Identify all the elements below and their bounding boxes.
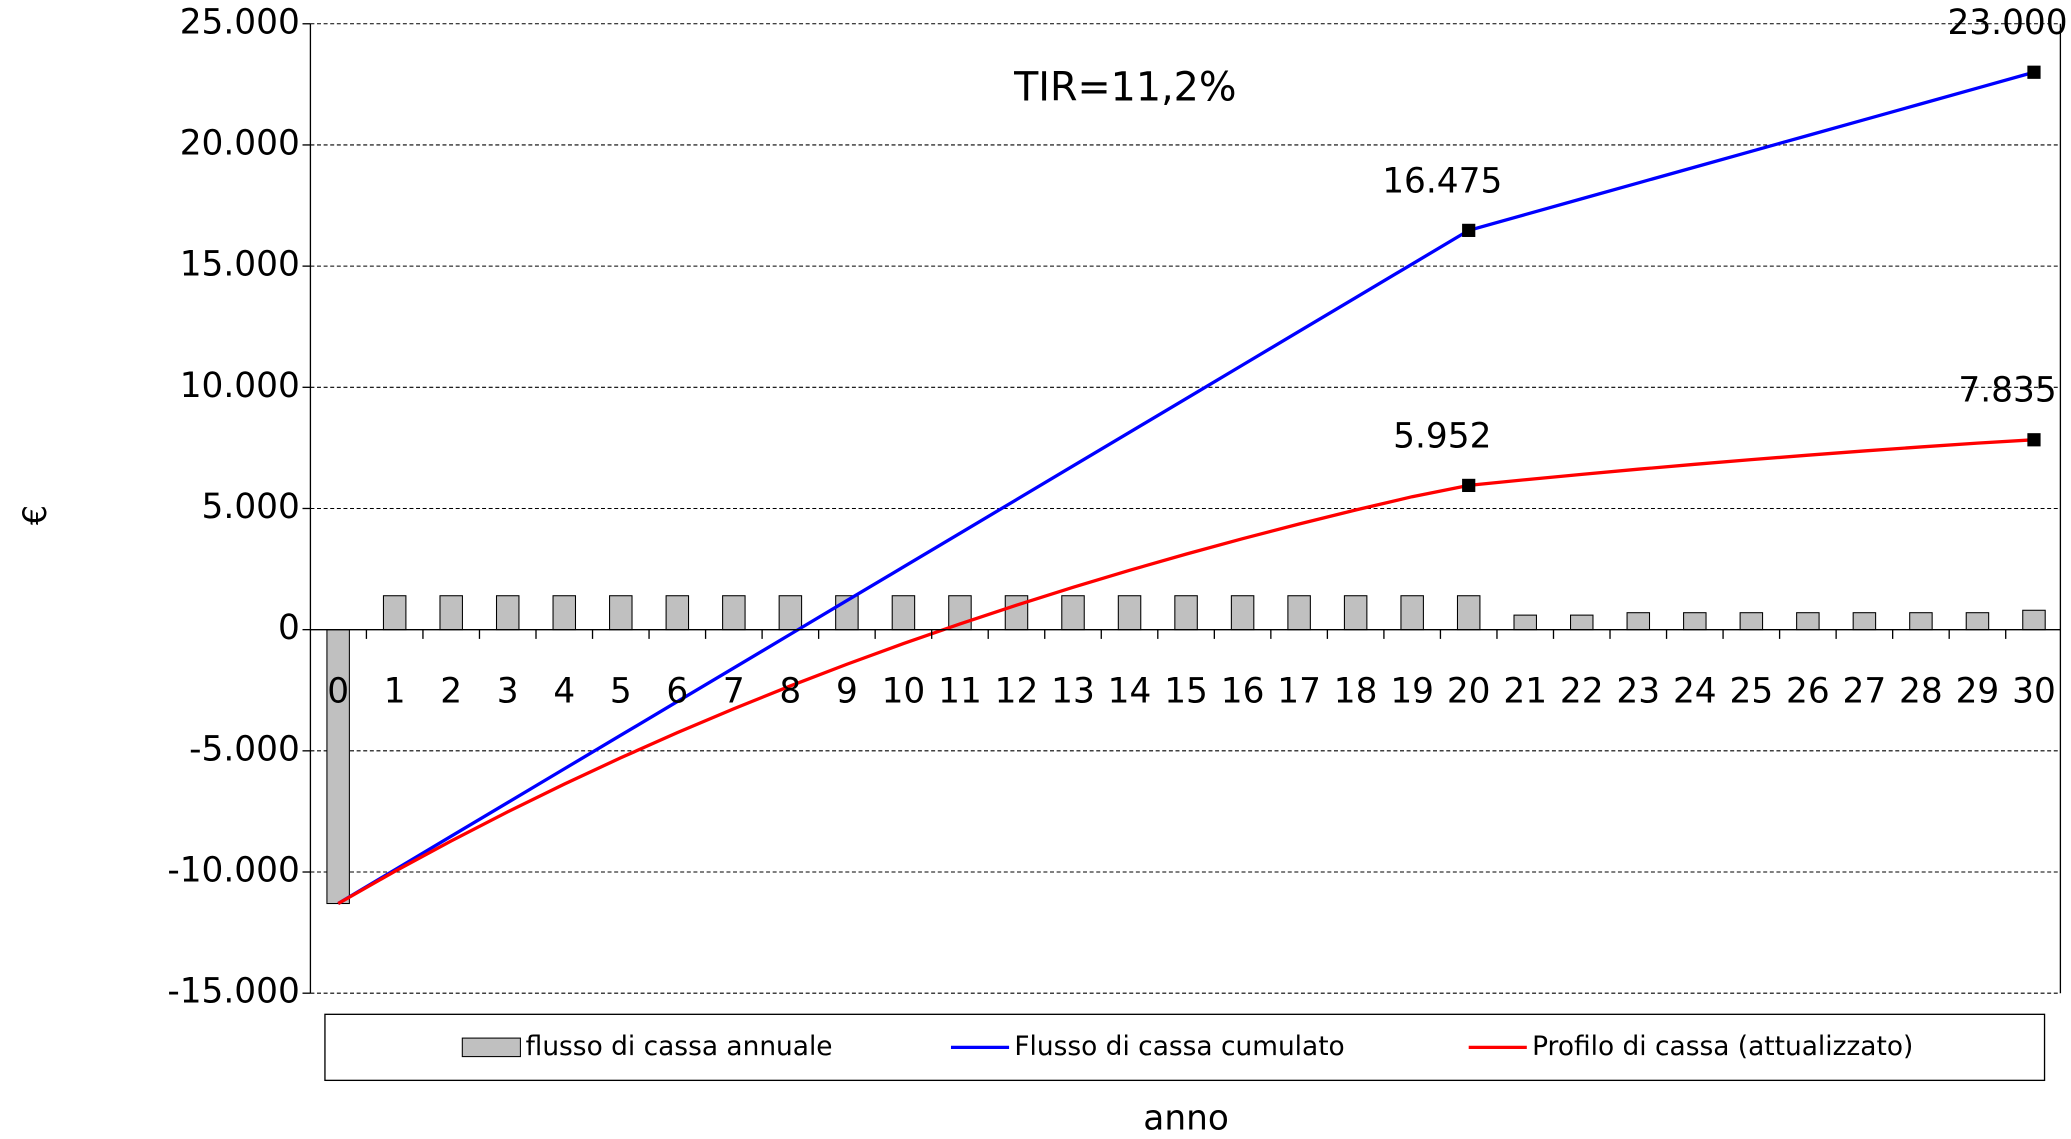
x-tick-label: 12 bbox=[995, 672, 1039, 712]
marker bbox=[2027, 433, 2041, 447]
bar bbox=[1230, 595, 1255, 631]
data-label: 5.952 bbox=[1393, 416, 1491, 456]
bar bbox=[1739, 612, 1764, 631]
x-tick-label: 13 bbox=[1051, 672, 1095, 712]
x-tick-label: 25 bbox=[1729, 672, 1773, 712]
x-tick-label: 26 bbox=[1786, 672, 1830, 712]
bar bbox=[1683, 612, 1707, 631]
x-tick-label: 3 bbox=[497, 672, 519, 712]
bar bbox=[495, 595, 520, 631]
marker bbox=[2027, 65, 2041, 79]
bar bbox=[1061, 595, 1085, 631]
marker bbox=[1462, 223, 1476, 237]
x-tick-label: 18 bbox=[1334, 672, 1378, 712]
annotation: TIR=11,2% bbox=[1013, 64, 1236, 110]
y-tick-label: 25.000 bbox=[180, 2, 300, 42]
marker bbox=[1462, 478, 1476, 493]
x-tick-label: 16 bbox=[1221, 672, 1265, 712]
x-tick-label: 5 bbox=[610, 672, 632, 712]
x-tick-label: 2 bbox=[440, 672, 462, 712]
x-tick-label: 28 bbox=[1899, 672, 1943, 712]
x-tick-label: 17 bbox=[1277, 672, 1321, 712]
x-tick-label: 9 bbox=[836, 672, 858, 712]
legend-swatch bbox=[461, 1037, 521, 1058]
x-tick-label: 6 bbox=[666, 672, 688, 712]
bar bbox=[1287, 595, 1311, 631]
bar bbox=[1400, 595, 1424, 631]
x-tick-label: 21 bbox=[1503, 672, 1547, 712]
bar bbox=[1796, 612, 1820, 631]
line bbox=[337, 438, 2035, 905]
y-tick-label: -10.000 bbox=[167, 851, 300, 891]
bar bbox=[552, 595, 577, 631]
x-tick-label: 22 bbox=[1560, 672, 1604, 712]
legend-label: flusso di cassa annuale bbox=[526, 1031, 833, 1062]
y-tick-label: -15.000 bbox=[167, 972, 300, 1012]
x-tick-label: 10 bbox=[882, 672, 926, 712]
bar bbox=[1343, 595, 1368, 631]
y-axis-label: € bbox=[18, 505, 54, 525]
y-tick-label: 20.000 bbox=[180, 123, 300, 163]
bar bbox=[1174, 595, 1198, 631]
x-tick-label: 14 bbox=[1108, 672, 1152, 712]
bar bbox=[665, 595, 690, 631]
bar bbox=[382, 595, 407, 631]
x-tick-label: 20 bbox=[1447, 672, 1491, 712]
data-label: 7.835 bbox=[1958, 371, 2056, 411]
y-tick-label: 15.000 bbox=[180, 245, 300, 285]
legend-label: Profilo di cassa (attualizzato) bbox=[1532, 1031, 1913, 1062]
x-tick-label: 19 bbox=[1390, 672, 1434, 712]
bar bbox=[1626, 612, 1651, 631]
bar bbox=[1909, 612, 1933, 631]
x-tick-label: 8 bbox=[779, 672, 801, 712]
bar bbox=[609, 595, 633, 631]
y-tick-label: 5.000 bbox=[202, 487, 300, 527]
data-label: 23.000 bbox=[1947, 3, 2067, 43]
data-label: 16.475 bbox=[1382, 161, 1502, 201]
bar bbox=[2022, 609, 2046, 631]
bar bbox=[722, 595, 746, 631]
x-tick-label: 4 bbox=[553, 672, 575, 712]
x-tick-label: 23 bbox=[1616, 672, 1660, 712]
y-tick-label: -5.000 bbox=[189, 729, 300, 769]
legend-box bbox=[324, 1013, 2046, 1082]
x-tick-label: 11 bbox=[938, 672, 982, 712]
bar bbox=[891, 595, 916, 631]
line bbox=[337, 70, 2035, 905]
y-tick-label: 10.000 bbox=[180, 366, 300, 406]
bar bbox=[778, 595, 803, 631]
x-tick-label: 15 bbox=[1164, 672, 1208, 712]
x-axis-label: anno bbox=[1143, 1098, 1229, 1138]
bar bbox=[1117, 595, 1142, 631]
x-tick-label: 1 bbox=[384, 672, 406, 712]
x-tick-label: 24 bbox=[1673, 672, 1717, 712]
legend-label: Flusso di cassa cumulato bbox=[1014, 1031, 1344, 1062]
x-tick-label: 29 bbox=[1956, 672, 2000, 712]
bar bbox=[1965, 612, 1990, 631]
x-tick-label: 30 bbox=[2012, 672, 2056, 712]
bar bbox=[1570, 614, 1594, 631]
y-tick-label: 0 bbox=[278, 608, 300, 648]
x-tick-label: 0 bbox=[327, 672, 349, 712]
bar bbox=[1513, 614, 1537, 631]
bar bbox=[1852, 612, 1877, 631]
x-tick-label: 27 bbox=[1843, 672, 1887, 712]
x-tick-label: 7 bbox=[723, 672, 745, 712]
bar bbox=[439, 595, 463, 631]
bar bbox=[1456, 595, 1481, 631]
bar bbox=[1004, 595, 1029, 631]
